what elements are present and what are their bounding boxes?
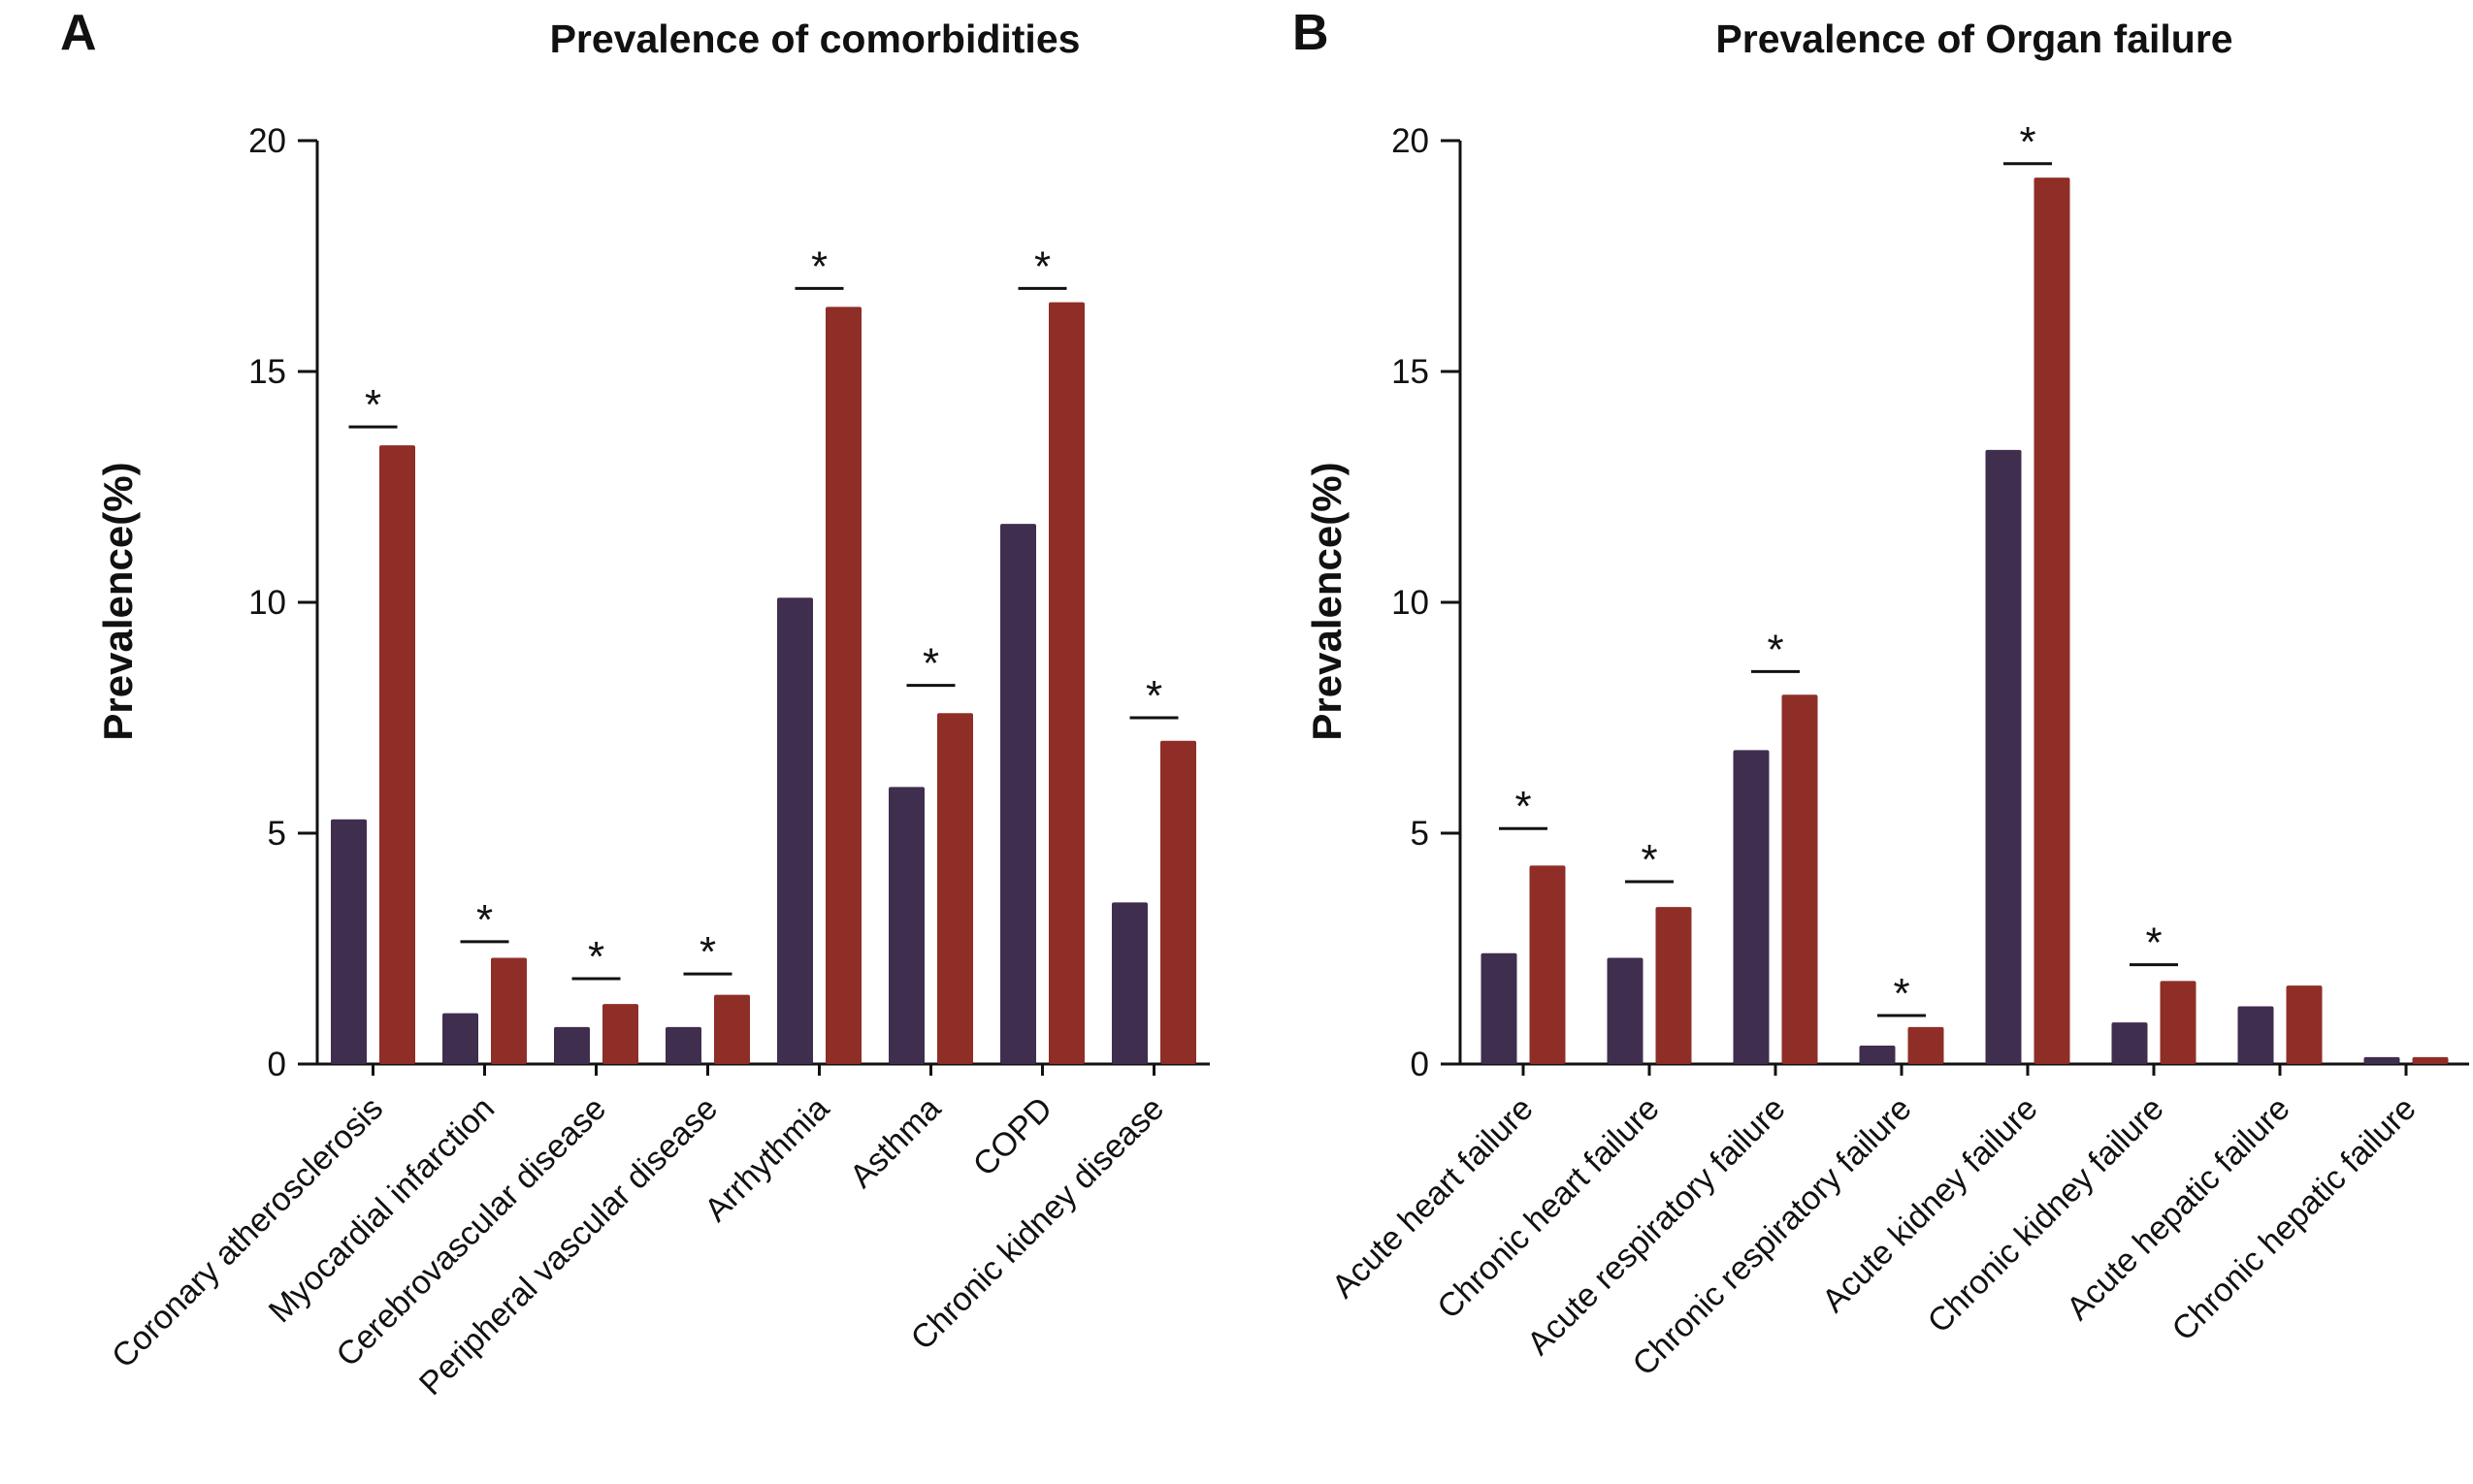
sig-star: *: [1034, 242, 1051, 290]
bar-purple: [331, 819, 367, 1064]
bar-red: [1160, 740, 1196, 1064]
category-label: COPD: [966, 1090, 1059, 1183]
bar-red: [714, 994, 750, 1064]
panel-b-letter: B: [1292, 5, 1329, 61]
bar-red: [1655, 907, 1692, 1064]
sig-star: *: [588, 933, 604, 981]
sig-star: *: [1641, 836, 1657, 884]
bar-purple: [2111, 1022, 2148, 1064]
y-tick-label: 0: [268, 1046, 286, 1083]
sig-star: *: [1767, 626, 1783, 673]
y-tick-label: 20: [1391, 122, 1429, 160]
y-tick-label: 10: [248, 584, 286, 622]
category-label: Myocardial infarction: [262, 1090, 502, 1330]
y-tick-label: 20: [248, 122, 286, 160]
bar-purple: [1607, 957, 1643, 1064]
panel-a-title: Prevalence of comorbidities: [549, 16, 1081, 61]
category-label: Asthma: [843, 1090, 948, 1195]
y-tick-label: 5: [1411, 815, 1429, 853]
y-tick-label: 0: [1411, 1046, 1429, 1083]
bar-purple: [442, 1013, 478, 1064]
panel-a-letter: A: [60, 5, 97, 61]
sig-star: *: [811, 242, 828, 290]
sig-star: *: [365, 381, 381, 429]
bar-purple: [1859, 1045, 1896, 1064]
sig-star: *: [1146, 672, 1162, 720]
bar-red: [2286, 985, 2323, 1064]
bar-purple: [666, 1026, 701, 1064]
panel-b: B Prevalence of Organ failure Prevalence…: [1237, 0, 2473, 1484]
bar-purple: [554, 1026, 590, 1064]
sig-star: *: [923, 640, 939, 688]
bar-red: [379, 445, 415, 1064]
bar-purple: [1112, 902, 1148, 1064]
bar-purple: [777, 597, 813, 1064]
bar-red: [1529, 865, 1566, 1064]
bar-red: [1049, 302, 1085, 1065]
y-tick-label: 10: [1391, 584, 1429, 622]
category-label: Acute respiratory failure: [1520, 1090, 1793, 1363]
bar-red: [826, 306, 862, 1064]
y-tick-label: 15: [248, 353, 286, 391]
bar-red: [491, 957, 527, 1064]
sig-star: *: [1514, 783, 1531, 830]
panel-a: A Prevalence of comorbidities Prevalence…: [0, 0, 1236, 1484]
bar-red: [937, 713, 973, 1064]
bar-purple: [889, 787, 925, 1064]
bar-red: [1781, 694, 1818, 1064]
bar-red: [2160, 981, 2196, 1064]
category-label: Acute hepatic failure: [2060, 1090, 2297, 1328]
bar-purple: [1000, 524, 1036, 1064]
category-label: Chronic heart failure: [1430, 1090, 1666, 1326]
bar-red: [2034, 177, 2070, 1064]
y-tick-label: 5: [268, 815, 286, 853]
bar-red: [2412, 1056, 2449, 1064]
sig-star: *: [476, 896, 493, 944]
bar-purple: [2363, 1056, 2400, 1064]
sig-star: *: [2145, 919, 2162, 967]
category-label: Acute kidney failure: [1815, 1090, 2045, 1320]
bar-purple: [2237, 1006, 2274, 1064]
panel-b-title: Prevalence of Organ failure: [1715, 16, 2233, 61]
bar-purple: [1733, 750, 1770, 1064]
category-label: Chronic kidney failure: [1921, 1090, 2171, 1340]
bar-purple: [1481, 952, 1517, 1064]
bar-red: [602, 1004, 638, 1064]
category-label: Chronic hepatic failure: [2165, 1090, 2424, 1348]
sig-star: *: [700, 928, 716, 976]
bar-red: [1907, 1026, 1944, 1064]
sig-star: *: [2019, 118, 2035, 166]
bar-purple: [1985, 449, 2022, 1064]
sig-star: *: [1893, 970, 1909, 1017]
y-tick-label: 15: [1391, 353, 1429, 391]
